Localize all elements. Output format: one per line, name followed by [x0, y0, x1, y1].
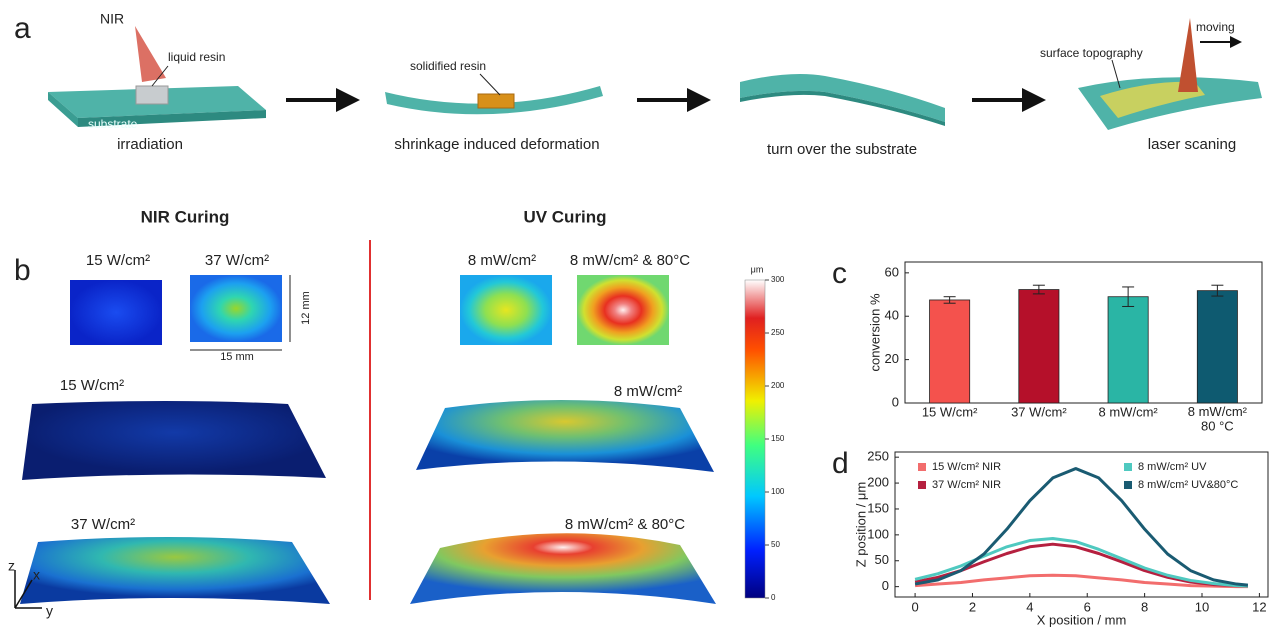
legend-label: 8 mW/cm² UV — [1138, 461, 1207, 473]
x-tick-label: 15 W/cm² — [922, 404, 978, 419]
liquid-resin-label: liquid resin — [168, 50, 225, 64]
surface-label: 8 mW/cm² — [614, 383, 682, 400]
axis-letter: x — [33, 567, 40, 583]
surface-topography-label: surface topography — [1040, 46, 1143, 60]
colorbar-tick-label: 200 — [771, 381, 785, 390]
x-tick-label: 12 — [1252, 599, 1266, 614]
panel-label: d — [832, 447, 849, 480]
surface-3d — [416, 400, 714, 472]
x-tick-label: 2 — [969, 599, 976, 614]
schematic: NIR liquid resin substrate irradiation s… — [48, 11, 1262, 158]
surface-label: 8 mW/cm² & 80°C — [565, 516, 685, 533]
colorbar-tick-label: 150 — [771, 434, 785, 443]
bar — [1197, 291, 1237, 403]
y-axis-label: conversion % — [867, 293, 882, 371]
section-title: UV Curing — [523, 207, 606, 226]
axis-letter: z — [8, 558, 15, 574]
dimension-label: 15 mm — [220, 351, 254, 363]
moving-label: moving — [1196, 20, 1235, 34]
surface-3d — [22, 401, 326, 480]
step-label: irradiation — [117, 136, 183, 153]
x-tick-label: 4 — [1026, 599, 1033, 614]
figure: a b c d NIR liquid resin substrate irrad… — [0, 0, 1280, 628]
y-tick-label: 40 — [885, 308, 899, 323]
legend-label: 8 mW/cm² UV&80°C — [1138, 479, 1238, 491]
heatmap-label: 15 W/cm² — [86, 252, 150, 269]
legend-marker — [918, 481, 926, 489]
y-tick-label: 100 — [867, 526, 889, 541]
heatmap — [190, 275, 282, 342]
step-label: shrinkage induced deformation — [394, 136, 599, 153]
x-tick-label: 8 mW/cm² — [1099, 404, 1159, 419]
step-label: turn over the substrate — [767, 141, 917, 158]
liquid-resin — [136, 86, 168, 104]
solidified-resin — [478, 94, 514, 108]
curing-panel: NIR Curing UV Curing 15 W/cm² 37 W/cm² 8… — [8, 207, 765, 618]
bar — [1108, 297, 1148, 403]
heatmap-label: 8 mW/cm² — [468, 252, 536, 269]
nir-label: NIR — [100, 11, 124, 27]
colorbar-tick-label: 300 — [771, 275, 785, 284]
heatmap-label: 37 W/cm² — [205, 252, 269, 269]
y-tick-label: 0 — [892, 394, 899, 409]
leader-line — [480, 74, 500, 95]
legend-marker — [1124, 463, 1132, 471]
bar — [1019, 290, 1059, 403]
y-axis-label: Z position / μm — [853, 482, 868, 568]
y-tick-label: 20 — [885, 351, 899, 366]
legend-label: 15 W/cm² NIR — [932, 461, 1001, 473]
heatmap — [460, 275, 552, 345]
y-tick-label: 50 — [875, 552, 889, 567]
x-axis-label: X position / mm — [1037, 612, 1127, 627]
data-line — [915, 538, 1248, 586]
heatmap — [70, 280, 162, 345]
solidified-resin-label: solidified resin — [410, 59, 486, 73]
section-title: NIR Curing — [141, 207, 230, 226]
panel-label: b — [14, 254, 31, 287]
x-tick-label: 37 W/cm² — [1011, 404, 1067, 419]
bar — [930, 300, 970, 403]
surface-label: 15 W/cm² — [60, 377, 124, 394]
surface-label: 37 W/cm² — [71, 516, 135, 533]
legend-label: 37 W/cm² NIR — [932, 479, 1001, 491]
heatmap-label: 8 mW/cm² & 80°C — [570, 252, 690, 269]
x-tick-label: 8 mW/cm²80 °C — [1188, 404, 1248, 433]
colorbar-tick-label: 100 — [771, 487, 785, 496]
colorbar-tick-label: 50 — [771, 540, 780, 549]
y-tick-label: 0 — [882, 578, 889, 593]
surface-3d — [20, 537, 330, 604]
x-tick-label: 8 — [1141, 599, 1148, 614]
x-tick-label: 0 — [911, 599, 918, 614]
laser-beam — [1178, 18, 1198, 92]
y-tick-label: 60 — [885, 264, 899, 279]
x-tick-label: 10 — [1195, 599, 1209, 614]
substrate-label: substrate — [88, 117, 138, 131]
dimension-label: 12 mm — [300, 291, 312, 325]
axis-letter: y — [46, 603, 53, 619]
heatmap — [577, 275, 669, 345]
panel-label: a — [14, 12, 31, 45]
colorbar-tick-label: 250 — [771, 328, 785, 337]
colorbar-tick-label: 0 — [771, 593, 776, 602]
surface-3d — [410, 533, 716, 604]
colorbar-unit: μm — [751, 264, 764, 274]
legend-marker — [918, 463, 926, 471]
legend-marker — [1124, 481, 1132, 489]
y-tick-label: 200 — [867, 475, 889, 490]
y-tick-label: 250 — [867, 449, 889, 464]
step-label: laser scaning — [1148, 136, 1236, 153]
panel-label: c — [832, 257, 847, 290]
colorbar — [745, 280, 765, 598]
y-tick-label: 150 — [867, 500, 889, 515]
